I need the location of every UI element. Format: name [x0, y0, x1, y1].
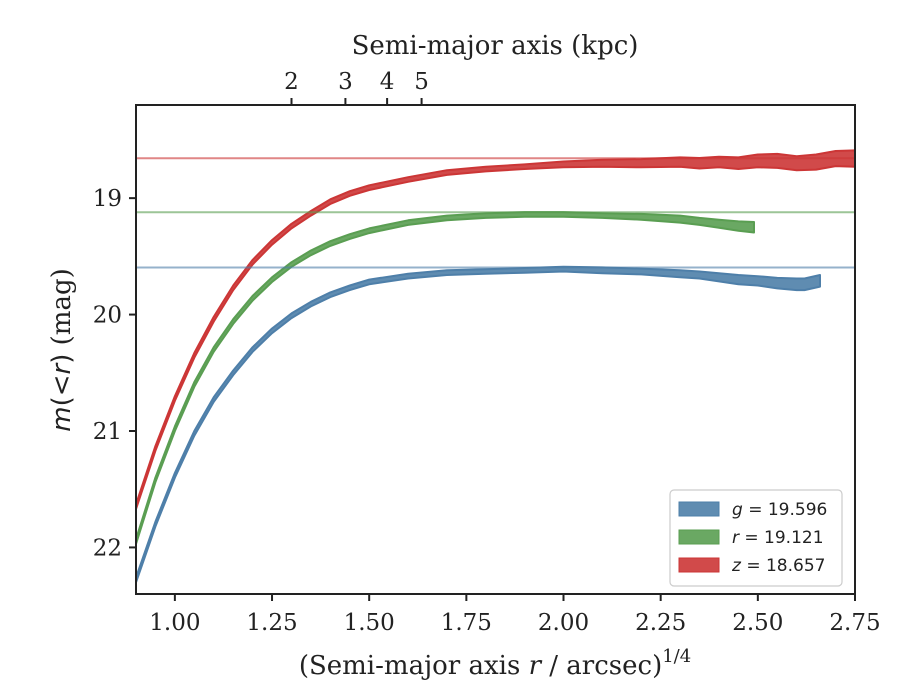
plot-frame: [135, 104, 856, 595]
x-tick-label: 1.25: [246, 610, 297, 636]
legend-swatch-1: [678, 529, 720, 545]
top-tick-label: 2: [284, 69, 299, 95]
y-tick-label: 21: [93, 419, 122, 445]
x-tick-label: 1.50: [344, 610, 395, 636]
top-tick-label: 5: [414, 69, 429, 95]
y-axis-title: m(<r) (mag): [47, 268, 77, 432]
x-tick-label: 2.00: [538, 610, 589, 636]
legend-label-0: g = 19.596: [732, 500, 827, 520]
y-tick-label: 20: [93, 303, 122, 329]
asymptote-lines: [136, 157, 855, 269]
y-tick-label: 19: [93, 186, 122, 212]
legend-label-1: r = 19.121: [732, 528, 824, 548]
x-tick-label: 2.25: [635, 610, 686, 636]
series-band-2: [136, 149, 855, 510]
series-band-1: [136, 211, 755, 545]
legend-swatch-0: [678, 501, 720, 517]
y-axis: 19 20 21 22: [93, 186, 136, 561]
x-tick-label: 2.50: [732, 610, 783, 636]
top-tick-label: 3: [338, 69, 353, 95]
y-tick-label: 22: [93, 535, 122, 561]
x-tick-label: 1.75: [441, 610, 492, 636]
x-tick-label: 1.00: [149, 610, 200, 636]
series-bands: [136, 149, 855, 584]
legend-swatch-2: [678, 557, 720, 573]
top-axis-title: Semi-major axis (kpc): [352, 31, 639, 61]
legend: g = 19.596 r = 19.121 z = 18.657: [669, 489, 843, 587]
legend-label-2: z = 18.657: [731, 556, 825, 576]
bottom-x-axis: 1.00 1.25 1.50 1.75 2.00 2.25 2.50 2.75: [149, 594, 881, 636]
x-tick-label: 2.75: [829, 610, 880, 636]
top-tick-label: 4: [380, 69, 395, 95]
series-band-0: [136, 265, 821, 584]
x-axis-title: (Semi-major axis r / arcsec)1/4: [299, 646, 691, 681]
